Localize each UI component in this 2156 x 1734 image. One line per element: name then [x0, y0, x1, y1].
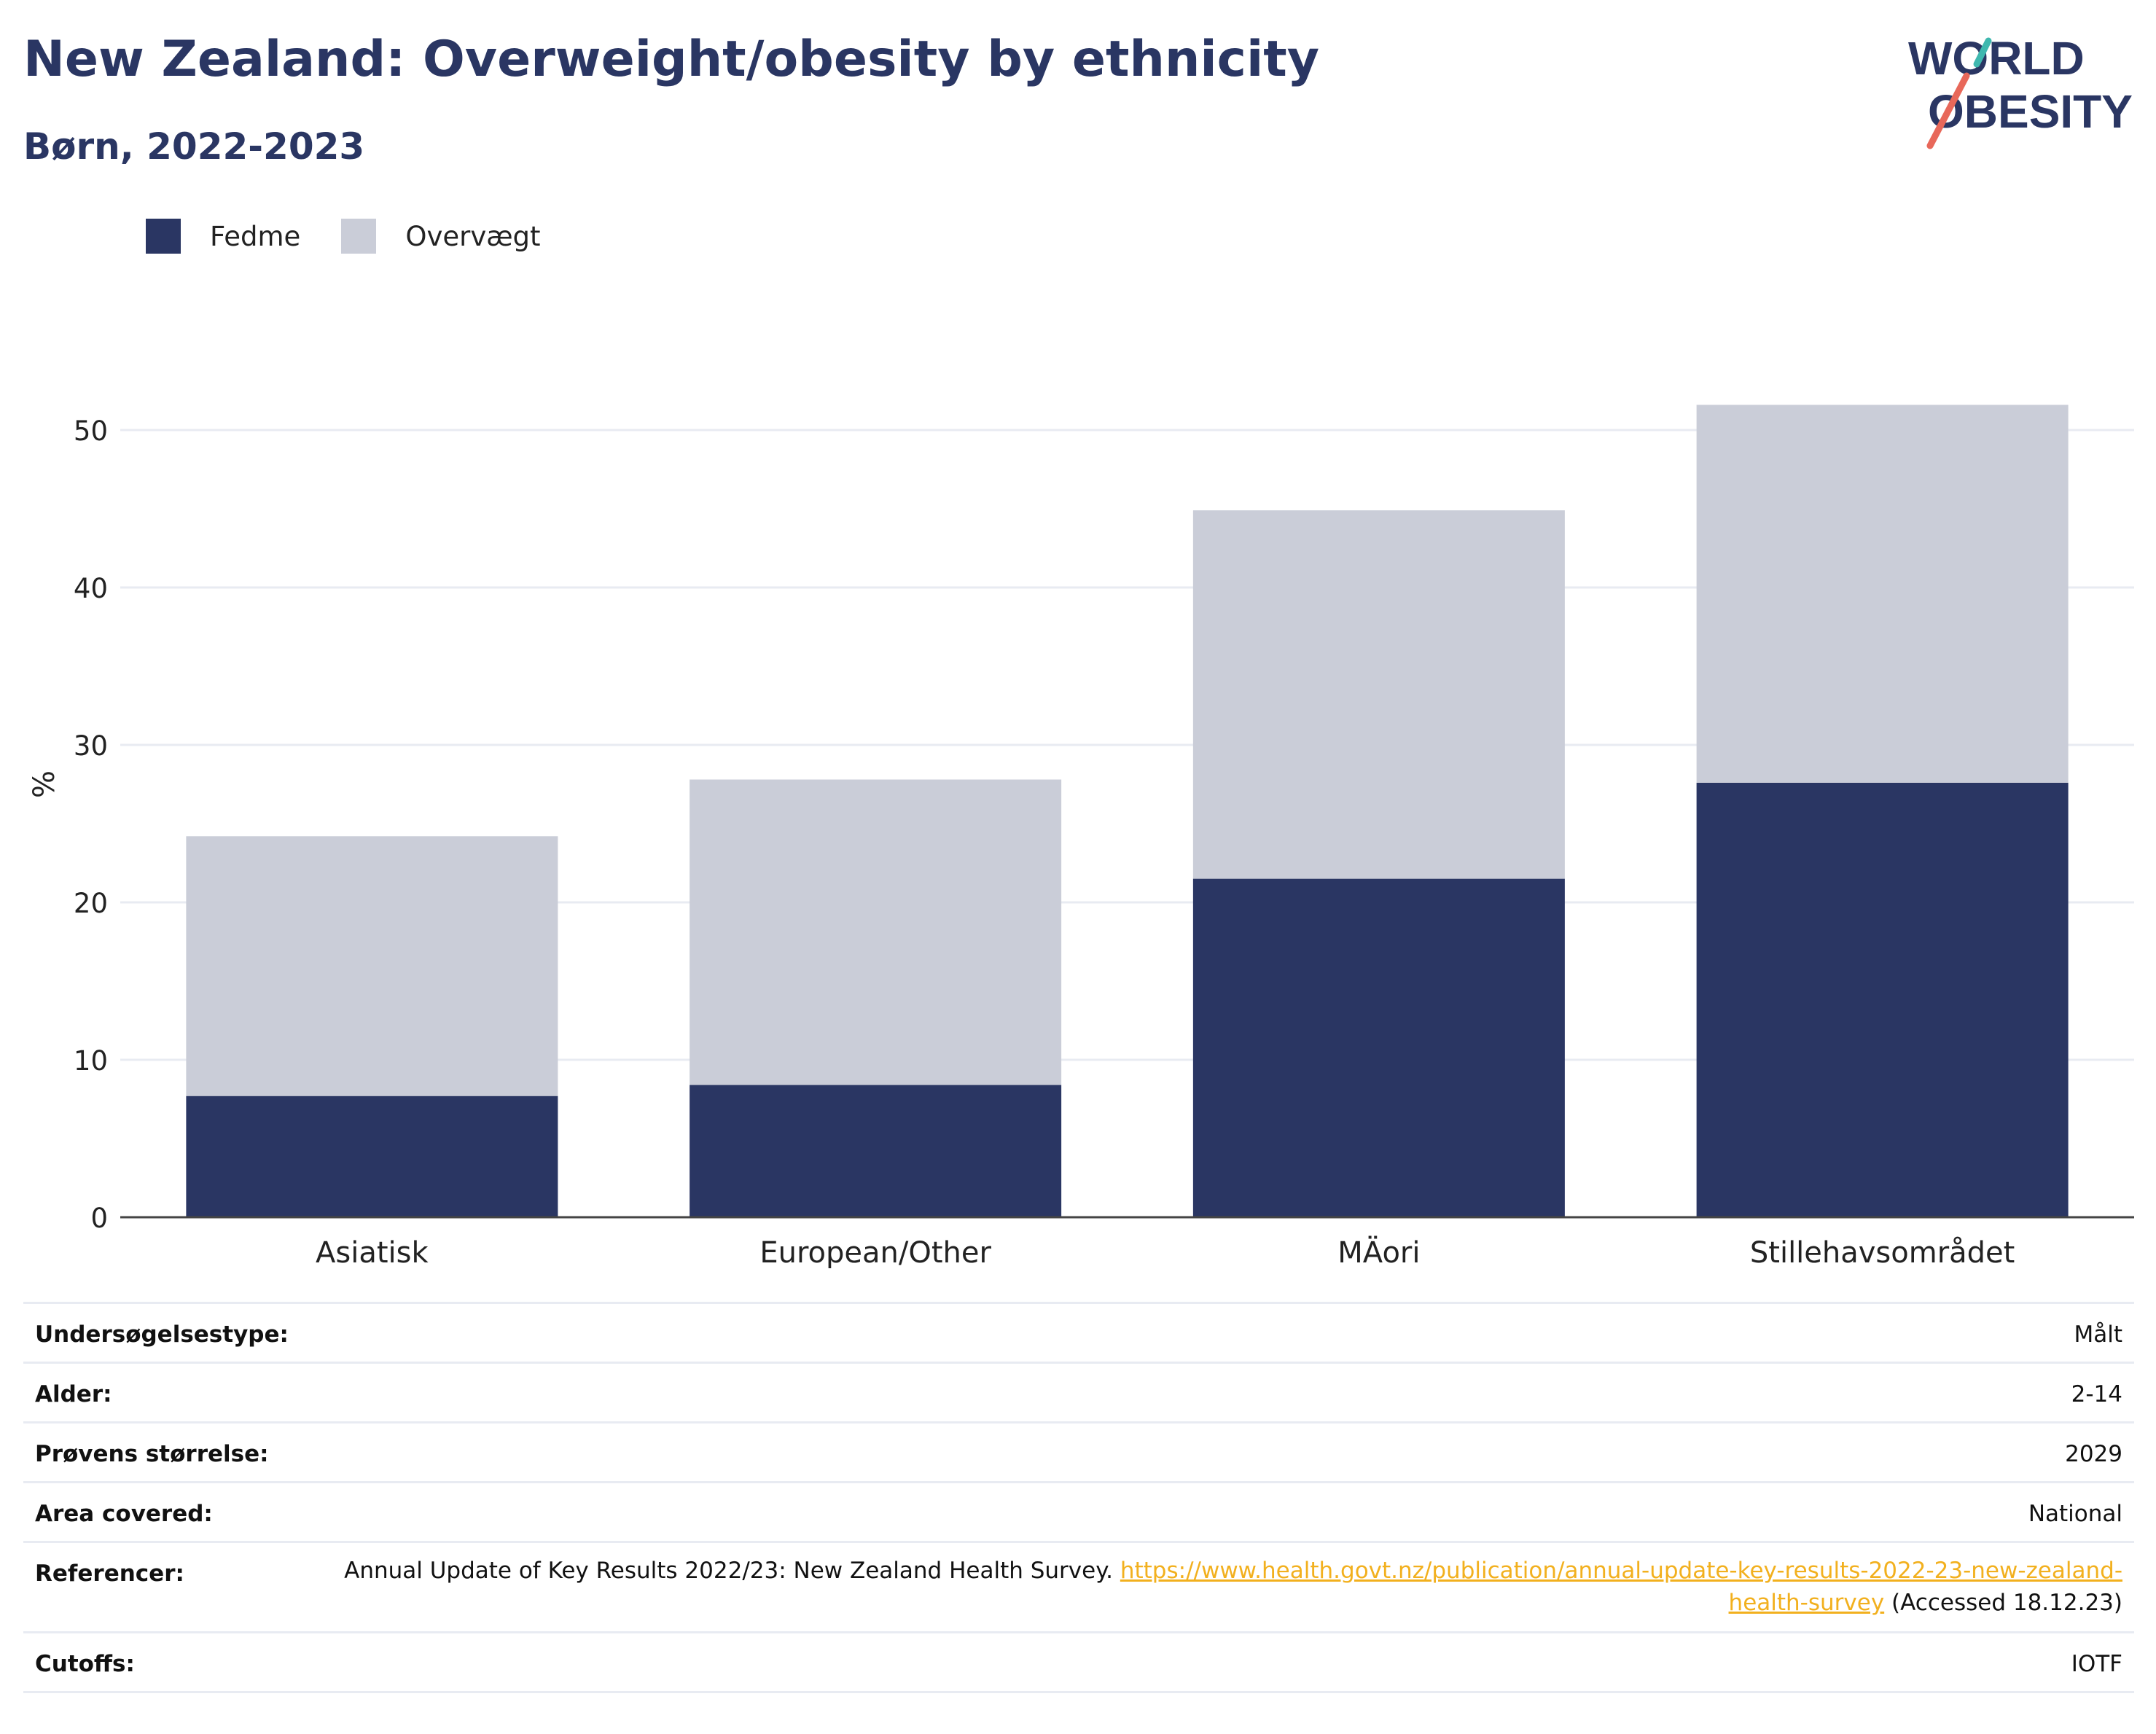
metadata-label: Prøvens størrelse: [23, 1421, 300, 1483]
chart-subtitle: Børn, 2022-2023 [23, 125, 365, 168]
y-tick-label: 40 [74, 573, 108, 604]
bar-overvaegt [1696, 405, 2069, 783]
x-axis-ticks: Asiatisk European/Other MÄori Stillehavsomr… [316, 1235, 2015, 1268]
chart-bars [186, 405, 2069, 1217]
reference-link[interactable]: https://www.health.govt.nz/publication/a… [1120, 1558, 2122, 1616]
bar-fedme [186, 1096, 558, 1217]
y-tick-label: 20 [74, 888, 108, 919]
legend-label-fedme: Fedme [210, 220, 301, 252]
reference-text: Annual Update of Key Results 2022/23: Ne… [344, 1558, 1120, 1584]
legend-item-overvaegt[interactable]: Overvægt [341, 219, 541, 254]
metadata-table: Undersøgelsestype: Målt Alder: 2-14 Prøvens … [23, 1302, 2134, 1693]
logo-slash-red [1926, 72, 1970, 149]
metadata-value: IOTF [300, 1631, 2134, 1693]
chart-title: New Zealand: Overweight/obesity by ethni… [23, 31, 1320, 88]
metadata-value: 2-14 [300, 1362, 2134, 1423]
reference-accessed: (Accessed 18.12.23) [1884, 1590, 2122, 1616]
x-tick-label: MÄori [1337, 1235, 1420, 1268]
legend-swatch-fedme [146, 219, 181, 254]
bar-overvaegt [186, 836, 558, 1096]
logo-word-world: WORLD [1908, 32, 2085, 85]
x-tick-label: Stillehavsområdet [1750, 1236, 2015, 1268]
x-tick-label: European/Other [759, 1236, 991, 1268]
logo-word-obesity: OBESITY [1928, 85, 2133, 138]
metadata-row: Referencer: Annual Update of Key Results … [23, 1541, 2134, 1633]
y-axis-label: % [28, 770, 61, 798]
bar-overvaegt [1192, 510, 1565, 879]
bar-fedme [690, 1085, 1062, 1217]
chart-legend: Fedme Overvægt [146, 216, 582, 257]
y-axis-ticks: 0 10 20 30 40 50 [74, 415, 108, 1234]
world-obesity-logo: WORLD OBESITY [1908, 32, 2133, 149]
metadata-label: Area covered: [23, 1481, 300, 1542]
metadata-label: Undersøgelsestype: [23, 1302, 300, 1363]
bar-overvaegt [690, 779, 1062, 1085]
legend-swatch-overvaegt [341, 219, 377, 254]
metadata-row: Prøvens størrelse: 2029 [23, 1421, 2134, 1483]
metadata-value: 2029 [300, 1421, 2134, 1483]
legend-item-fedme[interactable]: Fedme [146, 219, 300, 254]
y-tick-label: 30 [74, 730, 108, 762]
metadata-label: Cutoffs: [23, 1631, 300, 1693]
legend-label-overvaegt: Overvægt [405, 220, 541, 252]
bar-chart: 0 10 20 30 40 50 Asiatisk European/Other MÄori S… [28, 405, 2134, 1268]
metadata-label: Alder: [23, 1362, 300, 1423]
y-tick-label: 0 [90, 1203, 108, 1234]
bar-fedme [1192, 878, 1565, 1217]
metadata-row: Cutoffs: IOTF [23, 1631, 2134, 1693]
metadata-value: National [300, 1481, 2134, 1542]
metadata-row: Alder: 2-14 [23, 1362, 2134, 1423]
y-tick-label: 50 [74, 415, 108, 447]
metadata-value: Målt [300, 1302, 2134, 1363]
metadata-label: Referencer: [23, 1541, 300, 1633]
x-tick-label: Asiatisk [316, 1236, 429, 1268]
logo-slash-teal [1973, 37, 1992, 68]
y-tick-label: 10 [74, 1045, 108, 1077]
bar-fedme [1696, 782, 2069, 1217]
metadata-row: Area covered: National [23, 1481, 2134, 1542]
metadata-value: Annual Update of Key Results 2022/23: Ne… [300, 1541, 2134, 1633]
metadata-row: Undersøgelsestype: Målt [23, 1302, 2134, 1363]
